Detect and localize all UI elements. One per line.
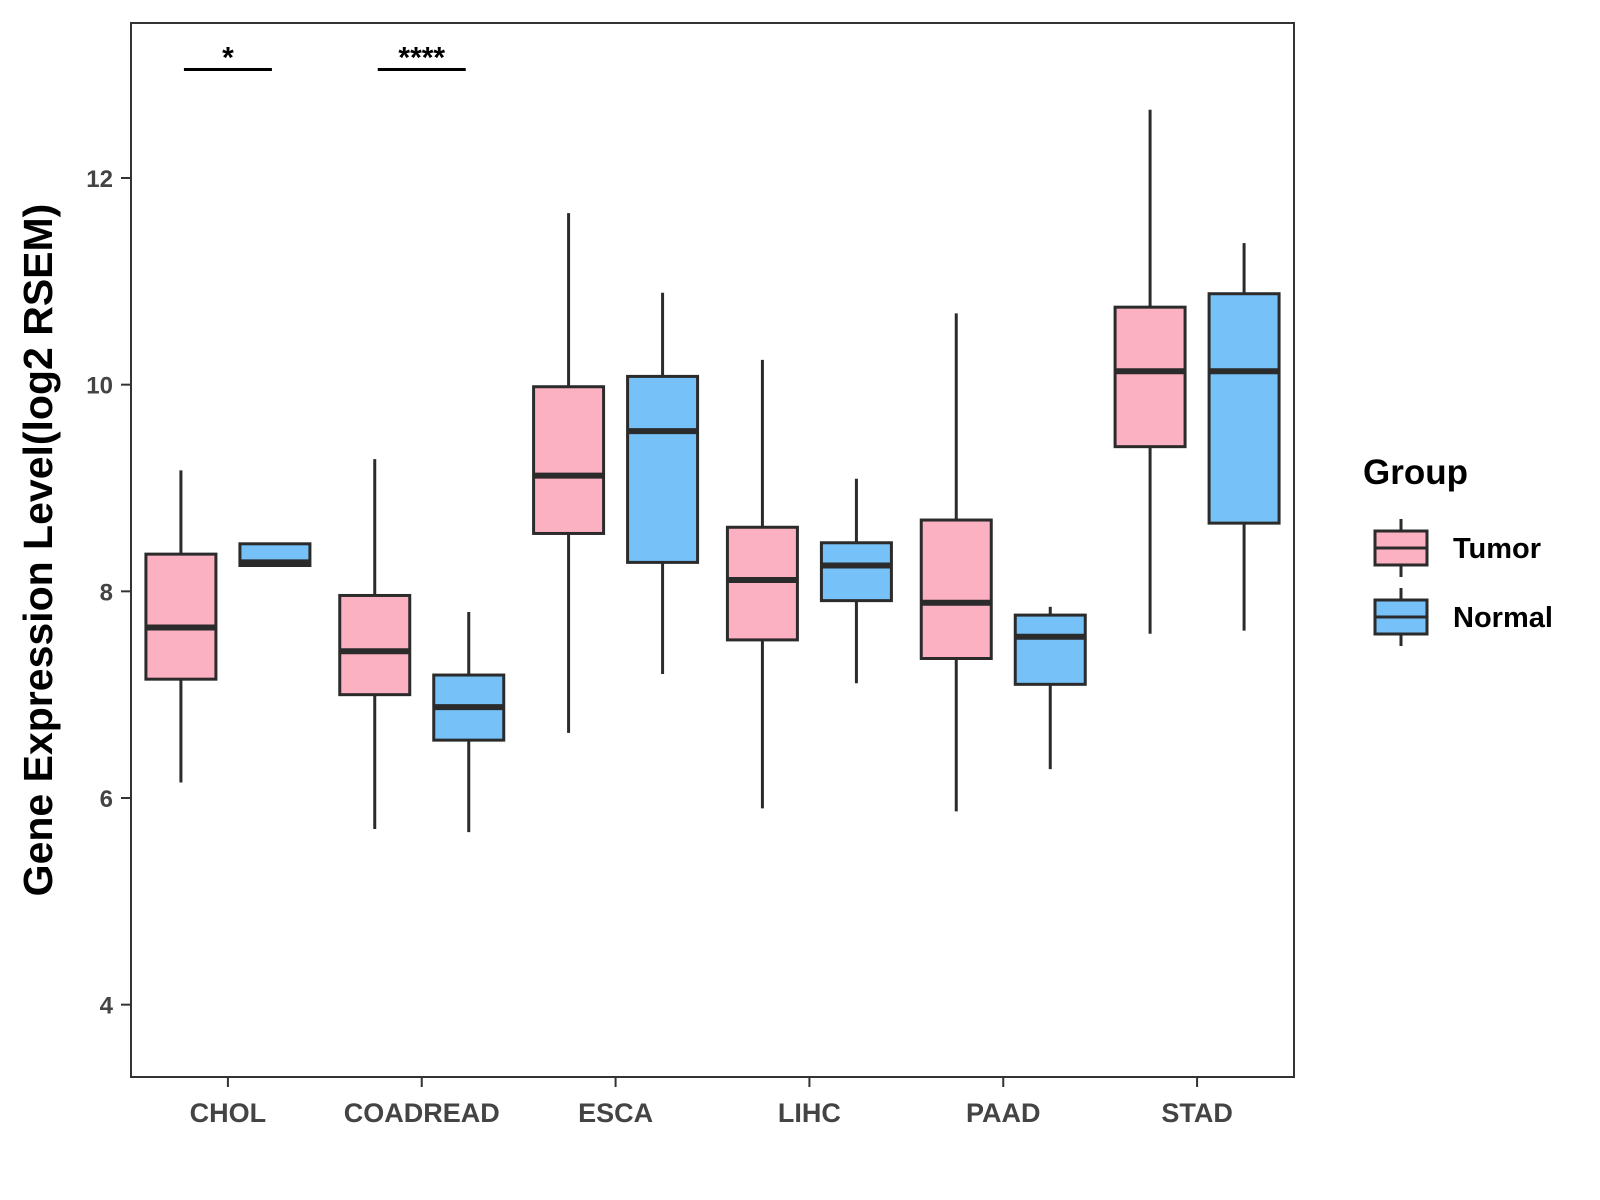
legend-title: Group xyxy=(1363,453,1468,492)
box-body xyxy=(819,541,893,603)
box-body xyxy=(1113,305,1187,449)
box-normal-coadread xyxy=(432,612,506,833)
y-axis: 4 6 8 10 12 xyxy=(86,166,131,1020)
box-normal-stad xyxy=(1207,243,1281,631)
box-tumor-paad xyxy=(919,313,993,812)
x-tick-label-stad: STAD xyxy=(1161,1098,1233,1128)
boxes-layer xyxy=(144,109,1281,833)
legend-label-normal: Normal xyxy=(1453,602,1553,634)
x-tick-label-lihc: LIHC xyxy=(778,1098,841,1128)
box-body xyxy=(1013,613,1087,686)
sig-label-coadread: **** xyxy=(398,42,445,75)
legend-item-normal: Normal xyxy=(1373,588,1553,646)
y-axis-title: Gene Expression Level(log2 RSEM) xyxy=(15,204,61,897)
y-tick-label-8: 8 xyxy=(100,579,113,606)
legend: Group Tumor Normal xyxy=(1363,453,1553,646)
y-tick-label-10: 10 xyxy=(86,373,113,400)
plot-panel xyxy=(130,22,1295,1078)
box-body xyxy=(338,593,412,697)
x-axis: CHOL COADREAD ESCA LIHC PAAD STAD xyxy=(190,1077,1233,1128)
box-tumor-stad xyxy=(1113,109,1187,634)
x-tick-label-esca: ESCA xyxy=(578,1098,653,1128)
box-tumor-lihc xyxy=(725,359,799,809)
box-normal-lihc xyxy=(819,478,893,684)
box-tumor-chol xyxy=(144,470,218,783)
box-normal-esca xyxy=(626,292,700,674)
box-tumor-esca xyxy=(532,213,606,733)
y-tick-label-12: 12 xyxy=(86,166,113,193)
y-tick-label-4: 4 xyxy=(100,993,114,1020)
sig-label-chol: * xyxy=(222,42,234,75)
box-body xyxy=(144,552,218,681)
box-body xyxy=(532,385,606,535)
x-tick-label-coadread: COADREAD xyxy=(344,1098,500,1128)
legend-item-tumor: Tumor xyxy=(1373,519,1541,577)
x-tick-label-paad: PAAD xyxy=(966,1098,1041,1128)
significance-annotations: * **** xyxy=(183,42,466,75)
box-body xyxy=(919,518,993,660)
y-tick-label-6: 6 xyxy=(100,786,113,813)
legend-label-tumor: Tumor xyxy=(1453,533,1541,565)
box-tumor-coadread xyxy=(338,459,412,829)
box-body xyxy=(626,374,700,564)
x-tick-label-chol: CHOL xyxy=(190,1098,267,1128)
box-normal-chol xyxy=(238,542,312,567)
box-body xyxy=(725,525,799,642)
box-body xyxy=(1207,292,1281,525)
box-normal-paad xyxy=(1013,606,1087,770)
